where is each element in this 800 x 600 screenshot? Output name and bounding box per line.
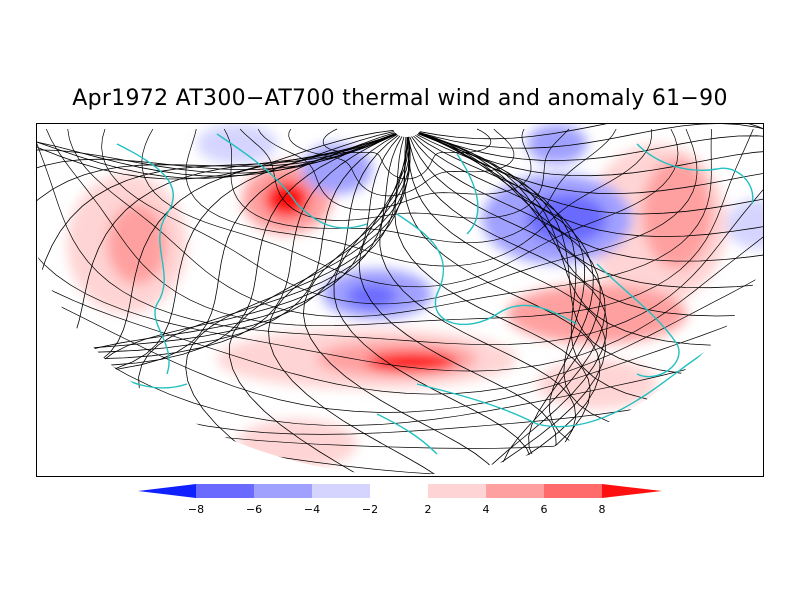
streamline (384, 136, 601, 476)
streamline (37, 128, 763, 449)
streamline (322, 128, 492, 180)
coastline (116, 143, 174, 375)
anomaly-positive-region (237, 419, 357, 469)
coastlines (96, 133, 754, 455)
colorbar-tick-label: −2 (362, 503, 378, 516)
streamline (419, 124, 763, 271)
streamline (407, 136, 606, 476)
anomaly-shading (67, 124, 763, 469)
colorbar-tick-label: 6 (541, 503, 548, 516)
streamline (288, 128, 515, 197)
anomaly-negative-region (302, 144, 372, 194)
coastline (376, 413, 438, 455)
anomaly-negative-region (197, 124, 277, 164)
streamline (228, 136, 428, 476)
colorbar-tick-label: 8 (599, 503, 606, 516)
colorbar-swatch (370, 484, 428, 498)
streamline (328, 136, 532, 476)
coastline (416, 333, 738, 428)
streamline (223, 128, 617, 244)
streamline (418, 132, 763, 385)
streamline (418, 132, 763, 337)
anomaly-positive-region (107, 204, 167, 284)
streamline (37, 133, 397, 383)
streamline (37, 124, 395, 329)
map-panel (36, 123, 764, 477)
streamline (37, 133, 396, 369)
streamline (37, 128, 763, 413)
anomaly-positive-region (367, 352, 457, 372)
streamline (418, 132, 763, 420)
streamline (45, 128, 754, 327)
streamline (37, 128, 763, 372)
streamline (239, 128, 570, 221)
colorbar-arrow-right (602, 484, 662, 498)
streamline (185, 128, 653, 267)
streamline (418, 132, 763, 372)
streamline (411, 136, 763, 476)
colorbar-swatch (196, 484, 254, 498)
coastline (636, 143, 754, 205)
streamline (418, 132, 763, 423)
streamline (309, 136, 577, 476)
streamline (141, 128, 679, 288)
streamline (37, 133, 397, 398)
coastline (456, 153, 479, 235)
coastline (216, 133, 368, 229)
streamline (37, 134, 399, 476)
streamline (37, 128, 763, 426)
streamline (37, 134, 398, 476)
streamline (408, 136, 608, 476)
coastline (396, 213, 578, 326)
streamline (418, 132, 763, 392)
streamline (37, 128, 763, 395)
coastline (596, 263, 680, 378)
colorbar-swatch (312, 484, 370, 498)
streamline (37, 133, 397, 382)
anomaly-negative-region (527, 124, 587, 164)
streamline (416, 134, 763, 409)
streamline (37, 133, 397, 444)
streamline (185, 136, 407, 476)
streamline (67, 128, 713, 317)
colorbar-swatch (254, 484, 312, 498)
colorbar-tick-label: −4 (304, 503, 320, 516)
map-canvas (37, 124, 763, 476)
colorbar-tick-label: −6 (246, 503, 262, 516)
colorbar-tick-label: −8 (188, 503, 204, 516)
map-title: Apr1972 AT300−AT700 thermal wind and ano… (72, 86, 728, 111)
streamline (37, 128, 763, 476)
streamline (37, 133, 397, 385)
streamline (37, 133, 397, 377)
colorbar-swatch (486, 484, 544, 498)
streamline (257, 128, 532, 211)
anomaly-negative-region (347, 284, 397, 308)
colorbar-swatch (428, 484, 486, 498)
streamline (37, 124, 394, 286)
streamline (302, 136, 503, 476)
colorbar-tick-label: 2 (425, 503, 432, 516)
colorbar-tick-label: 4 (483, 503, 490, 516)
streamline (37, 128, 763, 346)
colorbar-arrow-left (138, 484, 196, 498)
streamline (418, 132, 763, 404)
colorbar-swatch (544, 484, 602, 498)
anomaly-negative-region (727, 199, 763, 249)
colorbar: −8 −6 −4 −2 2 4 6 8 (138, 484, 662, 516)
streamline (417, 133, 763, 389)
streamline (309, 136, 557, 476)
streamline (37, 133, 397, 379)
coastline (96, 363, 188, 389)
thermal-wind-streamlines (37, 124, 763, 476)
streamline (409, 136, 701, 476)
streamline (37, 128, 763, 435)
streamline (138, 136, 405, 476)
anomaly-positive-region (507, 284, 687, 344)
streamline (419, 124, 763, 303)
streamline (419, 132, 763, 405)
streamline (101, 128, 698, 305)
streamline (268, 136, 468, 476)
